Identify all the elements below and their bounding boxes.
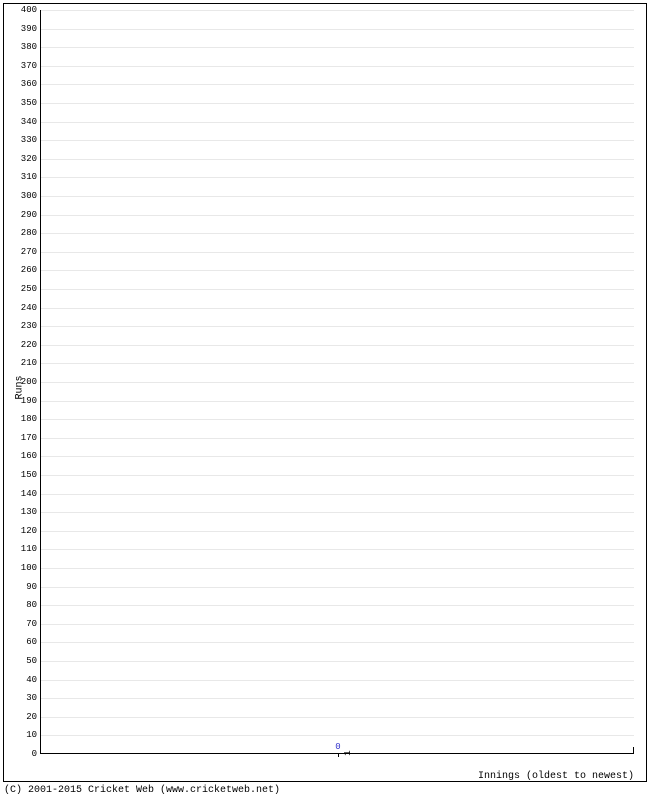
- y-tick-label: 50: [26, 656, 41, 666]
- y-tick-label: 170: [21, 433, 41, 443]
- y-tick-label: 340: [21, 117, 41, 127]
- grid-line: [41, 270, 634, 271]
- y-tick-label: 280: [21, 228, 41, 238]
- grid-line: [41, 494, 634, 495]
- grid-line: [41, 122, 634, 123]
- grid-line: [41, 735, 634, 736]
- y-tick-label: 250: [21, 284, 41, 294]
- y-tick-label: 150: [21, 470, 41, 480]
- y-tick-label: 310: [21, 172, 41, 182]
- y-tick-label: 60: [26, 637, 41, 647]
- y-axis-title: Runs: [15, 375, 26, 399]
- y-tick-label: 10: [26, 730, 41, 740]
- y-tick-label: 400: [21, 5, 41, 15]
- y-tick-label: 40: [26, 675, 41, 685]
- grid-line: [41, 10, 634, 11]
- y-tick-label: 130: [21, 507, 41, 517]
- grid-line: [41, 215, 634, 216]
- grid-line: [41, 661, 634, 662]
- grid-line: [41, 642, 634, 643]
- grid-line: [41, 252, 634, 253]
- y-tick-label: 270: [21, 247, 41, 257]
- y-tick-label: 210: [21, 358, 41, 368]
- y-tick-label: 330: [21, 135, 41, 145]
- grid-line: [41, 512, 634, 513]
- grid-line: [41, 177, 634, 178]
- grid-line: [41, 568, 634, 569]
- grid-line: [41, 84, 634, 85]
- grid-line: [41, 717, 634, 718]
- y-tick-label: 90: [26, 582, 41, 592]
- y-tick-label: 300: [21, 191, 41, 201]
- grid-line: [41, 289, 634, 290]
- y-tick-label: 110: [21, 544, 41, 554]
- y-tick-label: 320: [21, 154, 41, 164]
- x-axis-title: Innings (oldest to newest): [478, 771, 634, 782]
- grid-line: [41, 680, 634, 681]
- grid-line: [41, 29, 634, 30]
- y-tick-label: 260: [21, 265, 41, 275]
- grid-line: [41, 549, 634, 550]
- y-tick-label: 80: [26, 600, 41, 610]
- y-tick-label: 70: [26, 619, 41, 629]
- grid-line: [41, 438, 634, 439]
- grid-line: [41, 624, 634, 625]
- y-tick-label: 380: [21, 42, 41, 52]
- grid-line: [41, 103, 634, 104]
- grid-line: [41, 401, 634, 402]
- grid-line: [41, 587, 634, 588]
- plot-area: 0102030405060708090100110120130140150160…: [40, 10, 634, 754]
- axis-end-tick: [633, 747, 634, 753]
- y-tick-label: 100: [21, 563, 41, 573]
- grid-line: [41, 159, 634, 160]
- grid-line: [41, 456, 634, 457]
- y-tick-label: 120: [21, 526, 41, 536]
- grid-line: [41, 531, 634, 532]
- copyright-text: (C) 2001-2015 Cricket Web (www.cricketwe…: [4, 785, 280, 796]
- grid-line: [41, 698, 634, 699]
- y-tick-label: 240: [21, 303, 41, 313]
- grid-line: [41, 419, 634, 420]
- grid-line: [41, 345, 634, 346]
- y-tick-label: 370: [21, 61, 41, 71]
- grid-line: [41, 605, 634, 606]
- grid-line: [41, 363, 634, 364]
- y-tick-label: 140: [21, 489, 41, 499]
- y-tick-label: 180: [21, 414, 41, 424]
- y-tick-label: 20: [26, 712, 41, 722]
- grid-line: [41, 233, 634, 234]
- grid-line: [41, 47, 634, 48]
- grid-line: [41, 140, 634, 141]
- grid-line: [41, 382, 634, 383]
- y-tick-label: 0: [32, 749, 41, 759]
- y-tick-label: 220: [21, 340, 41, 350]
- grid-line: [41, 475, 634, 476]
- data-value-label: 0: [335, 742, 340, 752]
- grid-line: [41, 308, 634, 309]
- grid-line: [41, 66, 634, 67]
- y-tick-label: 30: [26, 693, 41, 703]
- y-tick-label: 360: [21, 79, 41, 89]
- y-tick-label: 350: [21, 98, 41, 108]
- y-tick-label: 390: [21, 24, 41, 34]
- y-tick-label: 230: [21, 321, 41, 331]
- y-tick-label: 160: [21, 451, 41, 461]
- y-tick-label: 290: [21, 210, 41, 220]
- grid-line: [41, 326, 634, 327]
- grid-line: [41, 196, 634, 197]
